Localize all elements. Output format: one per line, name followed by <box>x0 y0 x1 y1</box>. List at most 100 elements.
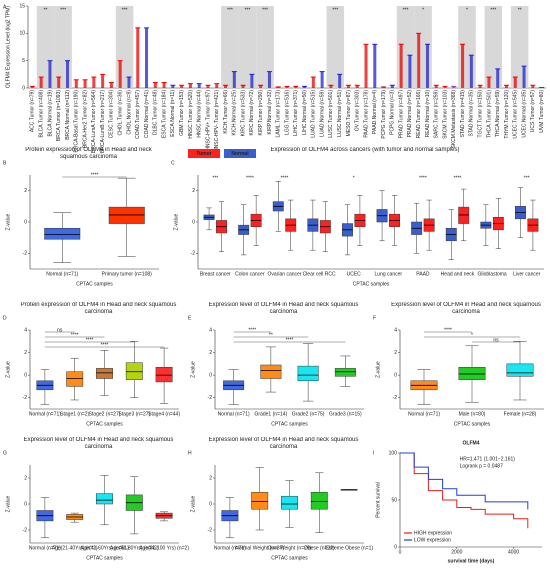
box <box>260 364 282 379</box>
bar <box>364 44 368 88</box>
x-tick-label: LUSC.Normal (n=51) <box>337 90 343 137</box>
y-tick-label: 2 <box>24 475 27 481</box>
x-tick-label: Primary tumor (n=108) <box>102 271 152 277</box>
bar <box>487 77 491 88</box>
bar <box>162 82 166 88</box>
x-axis-label: CPTAC samples <box>271 555 308 561</box>
box <box>506 363 534 377</box>
legend-label: Tumor <box>196 151 211 157</box>
y-tick-label: -2 <box>393 395 398 401</box>
significance-label: **** <box>248 327 256 333</box>
panel-letter: D <box>3 315 7 321</box>
bar <box>513 77 517 88</box>
panel-letter: B <box>3 160 7 166</box>
y-tick-label: 2 <box>24 350 27 356</box>
significance-label: * <box>422 7 424 13</box>
y-tick-label: 5 <box>22 58 25 64</box>
panel-letter: F <box>373 315 376 321</box>
x-tick-label: HNSC.Normal (n=44) <box>197 90 203 138</box>
significance-label: ns <box>493 337 499 343</box>
y-tick-label: 2 <box>24 188 27 194</box>
significance-label: ** <box>44 7 48 13</box>
bar <box>303 86 307 88</box>
panel-title: Expression level of OLFM4 in Head and ne… <box>391 302 541 315</box>
y-tick-label: 2 <box>209 475 212 481</box>
x-axis-label: CPTAC samples <box>353 281 390 287</box>
significance-label: ** <box>518 7 522 13</box>
bar <box>425 44 429 88</box>
significance-shade <box>484 6 503 88</box>
x-tick-label: HNSC-HPV+.Tumor (n=97) <box>205 90 211 151</box>
x-tick-label: UCEC.Normal (n=35) <box>521 90 527 138</box>
significance-label: *** <box>490 7 496 13</box>
y-tick-label: 4 <box>209 327 212 333</box>
x-tick-label: MESO.Tumor (n=87) <box>346 90 352 137</box>
y-axis-label: Z-value <box>5 495 11 512</box>
x-tick-label: Breast cancer <box>200 271 231 277</box>
x-tick-label: Normal (n=71) <box>218 411 250 417</box>
survival-curve <box>400 452 529 529</box>
bar <box>373 44 377 88</box>
significance-label: **** <box>71 332 79 338</box>
x-tick-label: Age(41-60Yrs) (n=61) <box>80 545 129 551</box>
x-tick-label: LIHC.Tumor (n=371) <box>293 90 299 136</box>
bar <box>92 77 96 88</box>
bar <box>118 60 122 88</box>
x-tick-label: BRCA-Her2.Tumor (n=82) <box>82 90 88 148</box>
x-axis-label: CPTAC samples <box>86 555 123 561</box>
x-tick-label: Age(21-40Yrs) (n=2) <box>52 545 98 551</box>
box <box>96 368 113 379</box>
x-tick-label: Grade3 (n=15) <box>329 411 362 417</box>
x-tick-label: LIHC.Normal (n=50) <box>302 90 308 135</box>
y-axis-label: Z-value <box>173 213 179 230</box>
bar <box>531 85 535 88</box>
bar <box>311 77 315 88</box>
x-tick-label: KICH.Tumor (n=66) <box>223 90 229 134</box>
title-box: Expression level of OLFM4 in Head and ne… <box>208 302 359 315</box>
x-tick-label: Normal (n=71) <box>29 545 61 551</box>
x-tick-label: Stage4 (n=44) <box>148 411 180 417</box>
x-tick-label: BRCA-Basal.Tumor (n=190) <box>74 90 80 153</box>
x-tick-label: PRAD.Normal (n=52) <box>407 90 413 138</box>
x-tick-label: LUSC.Tumor (n=501) <box>328 90 334 138</box>
x-tick-label: CHOL.Tumor (n=36) <box>118 90 124 136</box>
legend-swatch <box>188 149 220 158</box>
significance-label: **** <box>419 175 427 181</box>
x-tick-label: Obese (n=22) <box>304 545 335 551</box>
title-box: Protein expression of OLFM4 in Head and … <box>21 302 177 315</box>
x-tick-label: PCPG.Tumor (n=179) <box>381 90 387 139</box>
bar <box>338 74 342 88</box>
x-tick-label: BRCA-LumB.Tumor (n=217) <box>100 90 106 153</box>
x-tick-label: COAD.Normal (n=41) <box>144 90 150 138</box>
x-tick-label: 4000 <box>508 549 519 555</box>
bar <box>250 74 254 88</box>
bar <box>390 85 394 88</box>
title-box: Protein expression of OLFM4 in Head and … <box>25 147 151 160</box>
significance-label: *** <box>332 7 338 13</box>
x-tick-label: PCPG.Normal (n=3) <box>390 90 396 135</box>
significance-label: *** <box>524 175 530 181</box>
x-tick-label: GBM.Tumor (n=153) <box>179 90 185 136</box>
y-tick-label: 0 <box>192 219 195 225</box>
significance-shade <box>54 6 72 88</box>
bar <box>294 86 298 88</box>
x-tick-label: KIRC.Tumor (n=533) <box>240 90 246 137</box>
x-tick-label: SKCM.Metastasis (n=368) <box>451 90 457 149</box>
x-tick-label: OV.Tumor (n=303) <box>355 90 361 132</box>
y-axis-label: Z-value <box>5 213 11 230</box>
x-tick-label: Stage3 (n=27) <box>118 411 150 417</box>
y-tick-label: 50 <box>391 497 397 503</box>
y-tick-label: 0 <box>24 372 27 378</box>
x-tick-label: HNSC.Tumor (n=520) <box>188 90 194 139</box>
y-tick-label: 0 <box>209 501 212 507</box>
title-box: Expression level of OLFM4 in Head and ne… <box>209 437 359 450</box>
bar <box>417 33 421 88</box>
bar <box>232 71 236 88</box>
panel-title: Expression level of OLFM4 in Head and ne… <box>208 302 359 315</box>
x-tick-label: LUAD.Tumor (n=515) <box>311 90 317 138</box>
x-tick-label: PAAD.Normal (n=4) <box>372 90 378 134</box>
bar <box>180 85 184 88</box>
title-box: Expression of OLFM4 across cancers (with… <box>270 147 459 153</box>
x-tick-label: Stage2 (n=27) <box>89 411 121 417</box>
bar <box>382 86 386 88</box>
